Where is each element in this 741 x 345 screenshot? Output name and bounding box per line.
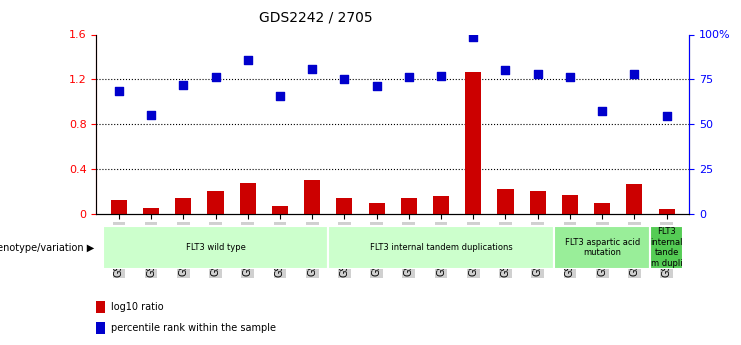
Point bbox=[113, 88, 124, 93]
Text: FLT3 internal tandem duplications: FLT3 internal tandem duplications bbox=[370, 243, 513, 252]
Bar bbox=[336, 198, 353, 214]
Point bbox=[597, 108, 608, 114]
Point bbox=[242, 58, 253, 63]
Point bbox=[177, 82, 189, 88]
Point bbox=[403, 75, 415, 80]
Point bbox=[306, 67, 318, 72]
Text: FLT3 wild type: FLT3 wild type bbox=[185, 243, 245, 252]
Text: FLT3
internal
tande
m dupli: FLT3 internal tande m dupli bbox=[651, 227, 682, 268]
FancyBboxPatch shape bbox=[554, 227, 651, 269]
Text: log10 ratio: log10 ratio bbox=[111, 302, 164, 312]
Text: percentile rank within the sample: percentile rank within the sample bbox=[111, 323, 276, 333]
Point bbox=[339, 77, 350, 82]
Bar bbox=[368, 203, 385, 214]
Text: GDS2242 / 2705: GDS2242 / 2705 bbox=[259, 10, 373, 24]
Bar bbox=[594, 203, 610, 214]
Bar bbox=[239, 183, 256, 214]
Point bbox=[435, 73, 447, 79]
Point bbox=[661, 114, 673, 119]
Bar bbox=[207, 191, 224, 214]
Point bbox=[628, 71, 640, 77]
Point bbox=[564, 75, 576, 80]
Bar bbox=[401, 198, 417, 214]
FancyBboxPatch shape bbox=[103, 227, 328, 269]
Point bbox=[274, 93, 286, 99]
Bar bbox=[111, 200, 127, 214]
Bar bbox=[659, 209, 674, 214]
FancyBboxPatch shape bbox=[328, 227, 554, 269]
Bar bbox=[433, 196, 449, 214]
Bar bbox=[96, 322, 105, 334]
Text: genotype/variation ▶: genotype/variation ▶ bbox=[0, 243, 95, 253]
Bar bbox=[176, 198, 191, 214]
Bar bbox=[465, 71, 482, 214]
Bar bbox=[96, 301, 105, 313]
FancyBboxPatch shape bbox=[651, 227, 682, 269]
Point bbox=[499, 68, 511, 73]
Text: FLT3 aspartic acid
mutation: FLT3 aspartic acid mutation bbox=[565, 238, 639, 257]
Point bbox=[468, 34, 479, 40]
Bar bbox=[530, 191, 546, 214]
Bar bbox=[497, 189, 514, 214]
Bar bbox=[304, 180, 320, 214]
Bar bbox=[626, 184, 642, 214]
Bar bbox=[272, 206, 288, 214]
Point bbox=[210, 75, 222, 80]
Bar bbox=[143, 208, 159, 214]
Point bbox=[145, 112, 157, 118]
Point bbox=[370, 83, 382, 89]
Bar bbox=[562, 195, 578, 214]
Point bbox=[532, 71, 544, 77]
